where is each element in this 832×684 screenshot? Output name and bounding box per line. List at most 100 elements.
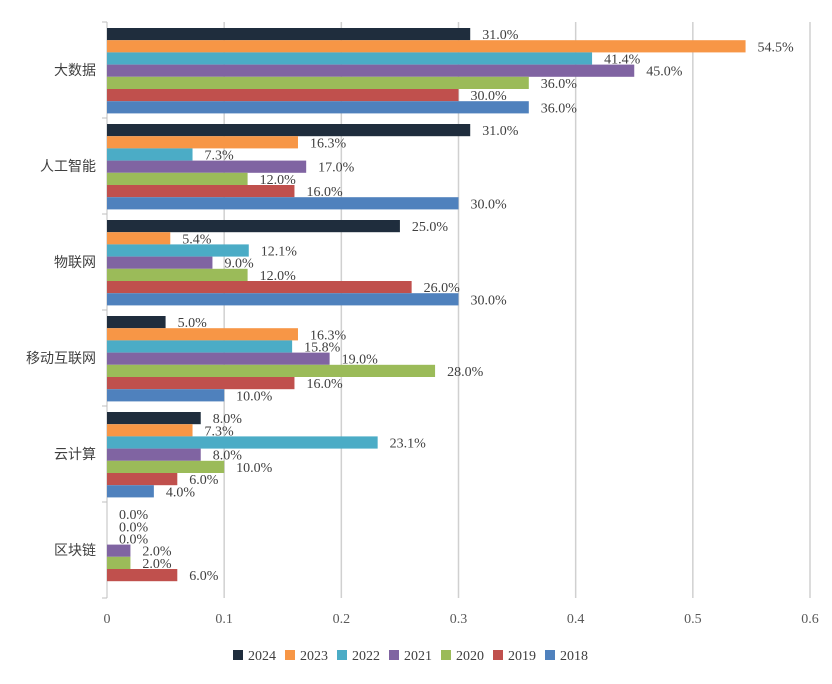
bar-2018-3 [107,389,225,402]
bar-2023-4 [107,424,193,437]
category-label: 区块链 [54,543,96,559]
data-label: 17.0% [318,161,355,176]
data-label: 31.0% [482,124,519,139]
bar-2018-4 [107,485,154,498]
legend-swatch-2021 [389,650,399,660]
legend-label: 2020 [456,649,484,664]
bar-2021-2 [107,256,213,269]
data-label: 36.0% [541,77,578,92]
legend-swatch-2018 [545,650,555,660]
bar-2020-3 [107,364,436,377]
data-label: 5.4% [182,232,212,247]
bar-2019-0 [107,89,459,102]
legend-swatch-2019 [493,650,503,660]
legend-label: 2019 [508,649,536,664]
data-label: 8.0% [213,449,243,464]
data-label: 28.0% [447,365,484,380]
data-label: 7.3% [205,149,235,164]
data-label: 9.0% [224,257,254,272]
data-label: 6.0% [189,473,219,488]
legend-label: 2023 [300,649,328,664]
bar-2022-4 [107,436,378,449]
x-tick-label: 0 [104,612,111,627]
bar-2020-4 [107,460,225,473]
legend-label: 2021 [404,649,432,664]
bar-2022-3 [107,340,293,353]
bar-2019-2 [107,281,412,294]
data-label: 5.0% [178,316,208,331]
bar-2018-0 [107,101,529,114]
bar-2022-2 [107,244,249,257]
data-label: 16.3% [310,328,347,343]
data-label: 2.0% [142,557,172,572]
bar-2023-2 [107,232,171,245]
data-label: 12.0% [260,269,297,284]
bar-2024-1 [107,124,471,137]
bar-2019-3 [107,377,295,390]
legend-swatch-2020 [441,650,451,660]
x-tick-label: 0.4 [567,612,585,627]
x-tick-label: 0.2 [333,612,351,627]
data-label: 0.0% [119,508,149,523]
data-label: 36.0% [541,101,578,116]
bar-2021-5 [107,544,131,557]
category-label: 云计算 [54,447,96,463]
legend-swatch-2022 [337,650,347,660]
data-label: 15.8% [304,341,341,356]
bar-2018-1 [107,197,459,210]
x-tick-label: 0.3 [450,612,468,627]
data-label: 30.0% [471,293,508,308]
data-label: 45.0% [646,65,683,80]
bar-2024-3 [107,316,166,329]
bar-2020-2 [107,268,248,281]
data-label: 16.0% [306,377,343,392]
legend-swatch-2023 [285,650,295,660]
bar-2021-3 [107,352,330,365]
category-label: 物联网 [54,255,96,271]
bar-2019-4 [107,473,178,486]
bar-2024-0 [107,28,471,41]
legend-label: 2024 [248,649,276,664]
data-label: 10.0% [236,389,273,404]
bar-2021-4 [107,448,201,461]
x-tick-label: 0.1 [215,612,233,627]
bar-2019-1 [107,185,295,198]
bar-2023-3 [107,328,298,341]
data-label: 0.0% [119,520,149,535]
data-label: 41.4% [604,53,641,68]
category-label: 移动互联网 [26,351,96,367]
bar-2018-2 [107,293,459,306]
bar-2021-0 [107,64,635,77]
category-label: 人工智能 [40,159,96,175]
bar-2020-0 [107,76,529,89]
bar-2020-5 [107,556,131,569]
data-label: 0.0% [119,533,149,548]
data-label: 12.0% [260,173,297,188]
bar-2019-5 [107,569,178,582]
category-label: 大数据 [54,63,96,79]
bar-2022-0 [107,52,593,65]
data-label: 19.0% [342,353,379,368]
bar-2022-1 [107,148,193,161]
data-label: 6.0% [189,569,219,584]
legend-label: 2022 [352,649,380,664]
legend-swatch-2024 [233,650,243,660]
data-label: 25.0% [412,220,449,235]
legend-label: 2018 [560,649,588,664]
bar-2020-1 [107,172,248,185]
data-label: 4.0% [166,485,196,500]
data-label: 16.3% [310,136,347,151]
bar-2024-4 [107,412,201,425]
data-label: 7.3% [205,424,235,439]
data-label: 8.0% [213,412,243,427]
data-label: 12.1% [261,245,298,260]
data-label: 54.5% [758,40,795,55]
data-label: 31.0% [482,28,519,43]
data-label: 23.1% [390,437,427,452]
data-label: 30.0% [471,197,508,212]
bar-2023-0 [107,40,746,53]
data-label: 16.0% [306,185,343,200]
bar-2023-1 [107,136,298,149]
